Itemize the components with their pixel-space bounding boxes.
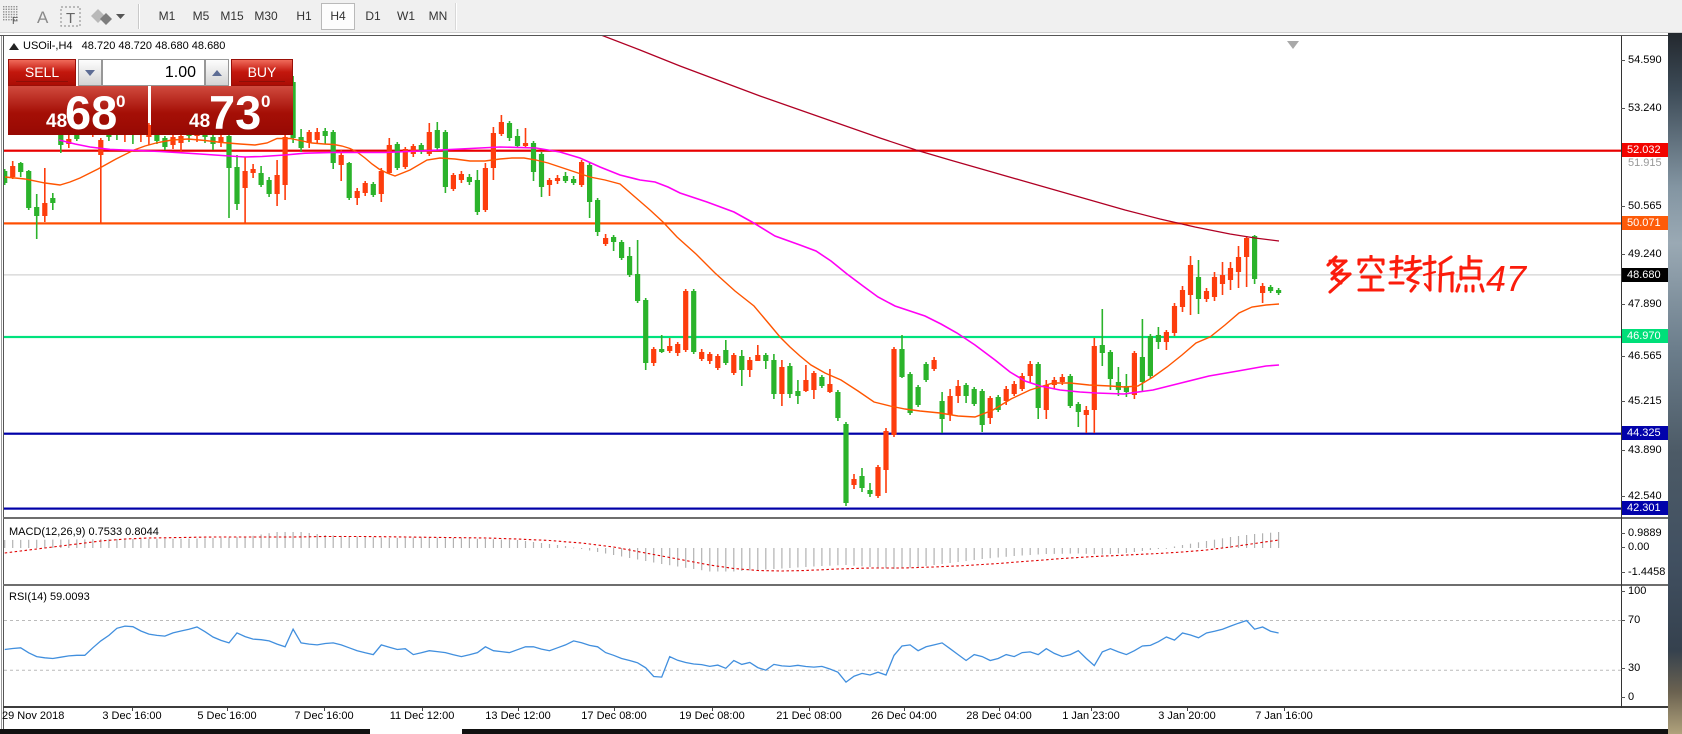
svg-text:47: 47 [1486,258,1528,299]
svg-text:T: T [66,10,75,27]
svg-text:A: A [37,8,49,27]
svg-text:F: F [12,16,18,27]
